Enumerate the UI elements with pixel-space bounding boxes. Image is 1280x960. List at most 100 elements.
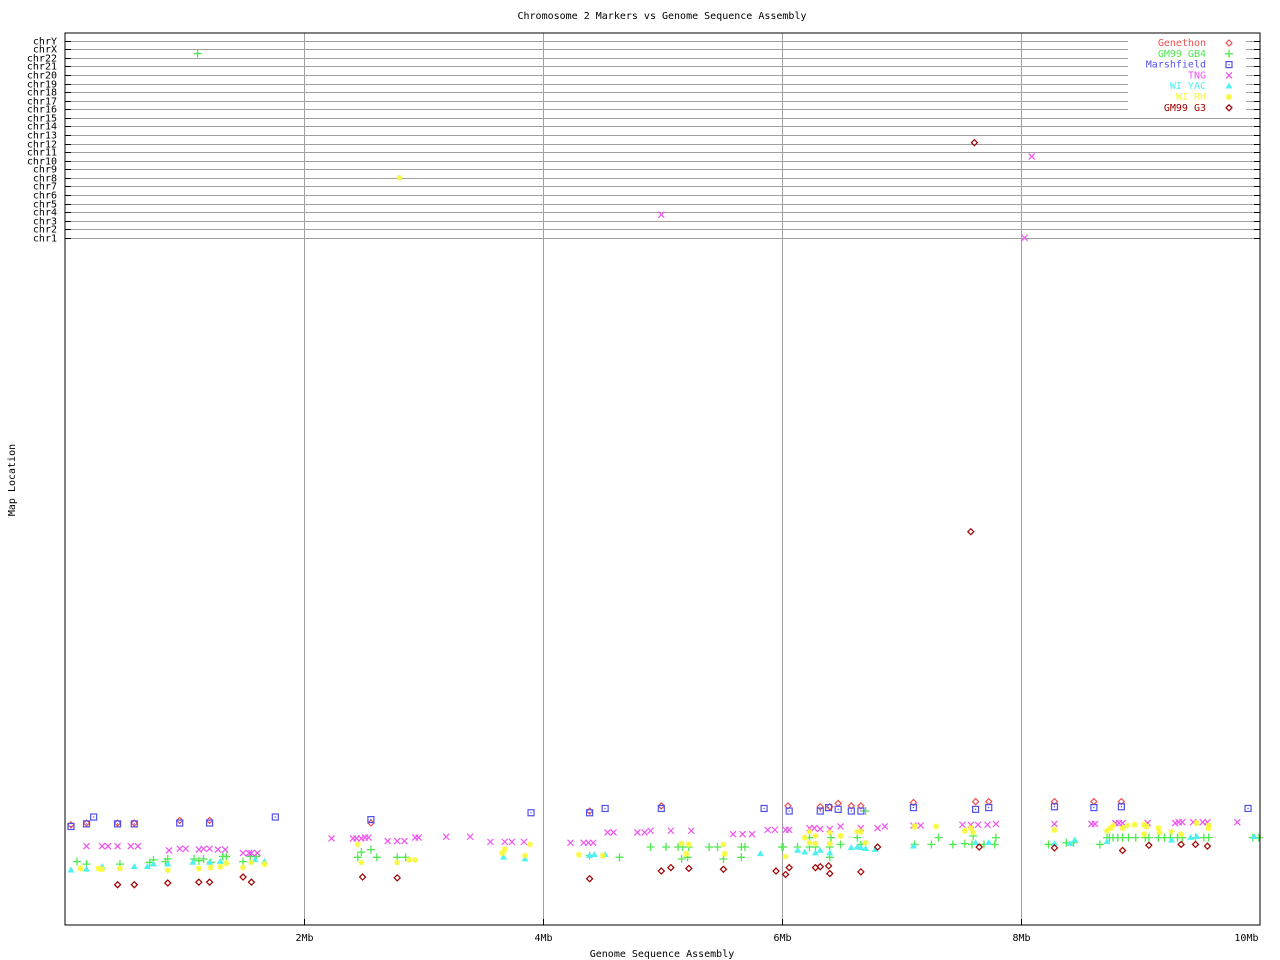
data-point-wi-rh [358,859,365,866]
data-point-wi-rh [1104,827,1111,834]
data-point-wi-rh [720,841,727,848]
data-point-marshfield-dot [604,807,606,810]
data-point-tng [641,829,648,836]
data-point-marshfield-dot [860,810,862,812]
data-point-marshfield [205,819,214,827]
data-point-gm99-gb4 [740,843,749,852]
data-point-tng [748,830,756,838]
data-point-genethon [834,799,843,808]
data-point-wi-rh [396,174,403,181]
data-point-wi-yac [130,863,138,870]
data-point-marshfield-box [909,804,918,812]
data-point-marshfield [67,822,75,831]
data-point-wi-rh [1051,826,1058,833]
legend-marker-icon [1225,103,1233,112]
data-point-tng [104,842,112,850]
series-gm99-g3 [113,138,1212,889]
data-point-gm99-g3 [816,862,825,871]
legend-marker-icon [1226,94,1232,100]
y-tick-label: chr3 [33,217,57,228]
data-point-wi-rh [1168,828,1175,835]
data-point-marshfield-box [67,822,75,831]
data-point-wi-rh [970,829,977,836]
data-point-tng [567,839,574,847]
data-point-marshfield-box [205,819,214,827]
data-point-gm99-g3 [585,874,594,883]
data-point-tng [206,845,214,853]
data-point-tng [520,838,528,846]
data-point-genethon [909,798,918,807]
data-point-wi-yac [909,842,917,849]
data-point-gm99-g3 [857,868,865,876]
data-point-gm99-g3 [1145,841,1153,850]
data-point-tng [810,824,818,832]
y-tick-label: chr7 [33,182,57,193]
data-point-gm99-g3 [163,879,172,887]
data-point-tng [667,827,675,835]
data-point-wi-rh [1141,831,1148,838]
data-point-gm99-gb4 [353,853,362,862]
data-point-wi-rh [685,841,692,848]
data-point-tng [816,825,824,833]
data-point-tng [687,827,695,835]
data-point-genethon [784,802,792,810]
data-point-gm99-gb4 [934,833,943,842]
data-point-genethon [130,819,139,827]
data-point-gm99-gb4 [677,855,686,864]
chart-title: Chromosome 2 Markers vs Genome Sequence … [518,11,807,22]
data-point-wi-rh [394,859,401,866]
data-point-gm99-g3 [358,873,367,881]
data-point-marshfield [367,816,375,824]
legend-marker-icon [1225,71,1233,79]
data-point-gm99-gb4 [193,49,202,58]
legend-marker-icon [1225,39,1233,47]
data-point-gm99-gb4 [705,843,714,852]
data-point-wi-yac [1187,834,1195,840]
data-point-gm99-gb4 [836,840,845,849]
data-point-marshfield-dot [660,807,662,810]
data-point-wi-rh [812,840,819,847]
data-point-gm99-g3 [1118,846,1127,855]
data-point-wi-rh [1107,825,1114,832]
data-point-gm99-g3 [113,880,122,889]
data-point-wi-rh [1178,831,1185,838]
data-point-tng [247,849,255,857]
data-point-tng [214,846,222,854]
data-point-marshfield-dot [116,823,119,825]
y-axis-ticks: chr1chr2chr3chr4chr5chr6chr7chr8chr9chr1… [27,37,1260,245]
data-point-gm99-g3 [719,865,728,874]
legend-background [1128,36,1246,114]
data-point-tng [610,829,617,836]
data-point-wi-yac [1250,833,1258,840]
data-point-wi-yac [586,852,594,858]
series-genethon [67,797,1126,829]
data-point-marshfield-dot [1120,806,1122,808]
data-point-marshfield-dot [819,810,821,812]
y-tick-label: chr22 [27,54,57,65]
data-point-marshfield [130,820,138,828]
data-point-gm99-gb4 [1044,840,1053,849]
data-point-wi-rh [217,863,224,870]
data-point-genethon [82,819,91,827]
data-point-gm99-gb4 [1095,840,1104,849]
data-point-wi-yac [189,858,197,865]
legend-label: WI YAC [1170,81,1206,92]
y-tick-label: chr5 [33,200,57,211]
data-point-marshfield-box [176,819,184,827]
data-point-gm99-gb4 [927,840,936,849]
data-point-gm99-gb4 [853,833,862,842]
data-point-gm99-gb4 [737,853,746,862]
data-point-marshfield-box [857,807,865,815]
data-point-gm99-gb4 [991,833,1000,842]
data-point-gm99-gb4 [948,840,957,849]
data-point-wi-rh [782,853,789,860]
data-point-gm99-gb4 [194,856,203,865]
data-point-tng [917,822,925,830]
data-point-gm99-gb4 [713,843,722,852]
legend-label: Marshfield [1146,60,1206,71]
data-point-tng [486,838,494,846]
data-point-gm99-g3 [205,878,214,887]
legend-label: GM99 GB4 [1158,49,1206,60]
